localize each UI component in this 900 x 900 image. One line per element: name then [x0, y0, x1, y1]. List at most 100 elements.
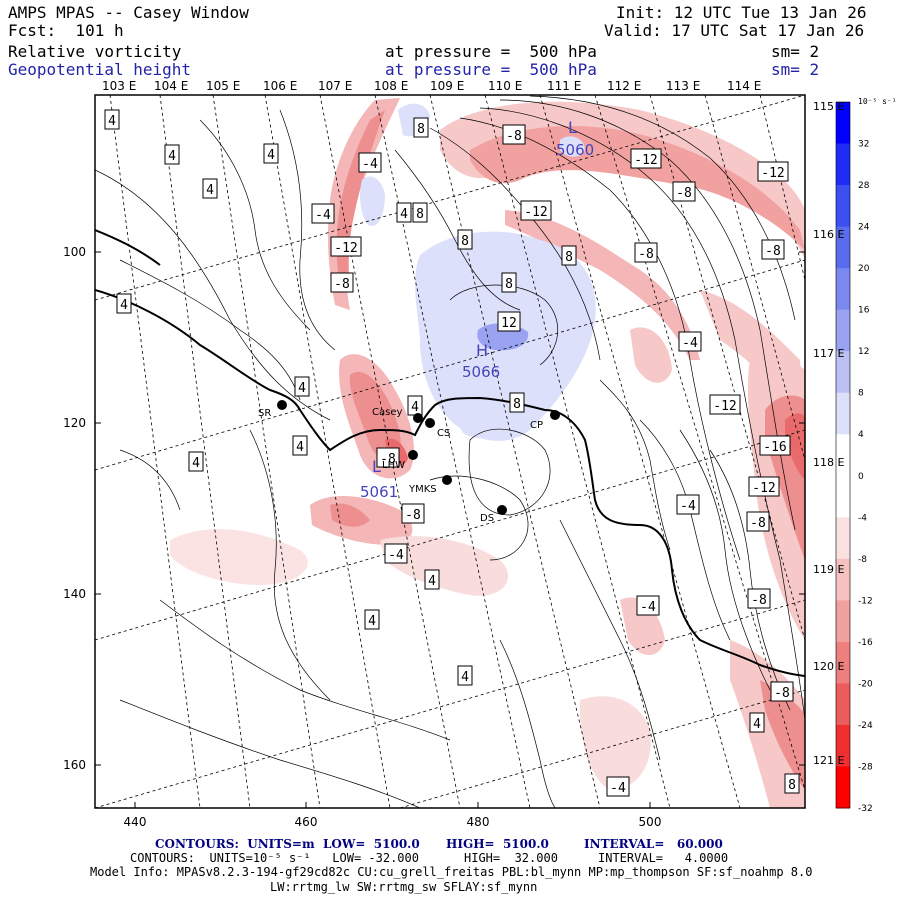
colorbar-labels: 32 28 24 20 16 12 8 4 0 -4 -8 -12 -16 -20 -24 -28 -32	[858, 140, 873, 814]
contour-label-box	[116, 293, 132, 314]
low-center-letter: L	[372, 457, 381, 476]
contour-label-box	[561, 245, 577, 266]
contour-label: 4	[267, 148, 275, 163]
high-center-value: 5066	[462, 363, 500, 381]
contour-label: 4	[168, 149, 176, 164]
contour-label: 4	[753, 717, 761, 732]
contour-label-box	[413, 117, 429, 138]
init-time: Init: 12 UTC Tue 13 Jan 26	[616, 3, 867, 22]
field2-name: Geopotential height	[8, 60, 192, 79]
contour-label: 4	[120, 298, 128, 313]
contour-label: -16	[763, 440, 786, 455]
colorbar-label: 16	[858, 306, 870, 316]
contours-vort-high: HIGH= 32.000	[464, 851, 558, 865]
contour-label-box	[104, 109, 120, 130]
station-marker	[497, 505, 507, 515]
contours-height-high: HIGH= 5100.0	[446, 837, 549, 851]
lon-label: 120 E	[813, 660, 844, 673]
station-marker	[413, 413, 423, 423]
contour-label-box	[330, 236, 362, 257]
colorbar-swatch	[836, 641, 850, 684]
contour-label: -4	[315, 208, 331, 223]
x-tick-label: 460	[295, 815, 318, 829]
lon-label: 118 E	[813, 456, 844, 469]
model-info: Model Info: MPASv8.2.3-194-gf29cd82c CU:…	[90, 865, 813, 879]
lon-label: 108 E	[374, 79, 408, 93]
contour-label: -12	[634, 153, 657, 168]
y-tick-label: 160	[63, 758, 86, 772]
colorbar-label: -28	[858, 762, 873, 772]
contour-label-box	[634, 242, 658, 263]
contour-label: 4	[206, 183, 214, 198]
contour-label-box	[770, 681, 794, 702]
contour-label: -8	[405, 508, 421, 523]
colorbar-label: -8	[858, 555, 867, 565]
contour-label: 8	[416, 207, 424, 222]
contour-label-box	[748, 476, 780, 497]
lon-label: 115 E	[813, 100, 844, 113]
contour-label-box	[757, 161, 789, 182]
contour-label-box	[384, 543, 408, 564]
station-marker	[408, 450, 418, 460]
contour-label-box	[396, 202, 412, 223]
y-tick-label: 140	[63, 587, 86, 601]
colorbar-swatch	[836, 309, 850, 352]
field2-smooth: sm= 2	[771, 60, 820, 79]
contour-label-box	[501, 272, 517, 293]
lon-label: 104 E	[154, 79, 188, 93]
contour-label-box	[202, 178, 218, 199]
vorticity-shading	[170, 98, 805, 808]
contour-label: -8	[676, 186, 692, 201]
contour-label: -12	[761, 166, 784, 181]
contour-label: -4	[362, 157, 378, 172]
colorbar-label: -12	[858, 596, 873, 606]
contour-label: -8	[750, 516, 766, 531]
contour-label-box	[759, 435, 791, 456]
contour-label-box	[520, 200, 552, 221]
y-tick-label: 100	[63, 245, 86, 259]
colorbar-swatch	[836, 558, 850, 601]
contour-label: -8	[765, 244, 781, 259]
bottom-axis-labels: 440 460 480 500	[124, 815, 662, 829]
right-axis-labels: 115 E 116 E 117 E 118 E 119 E 120 E 121 …	[813, 100, 844, 767]
contour-label: -8	[751, 593, 767, 608]
contour-label-box	[676, 494, 700, 515]
colorbar-label: -32	[858, 804, 873, 814]
colorbar-label: 8	[858, 389, 864, 399]
station-label: YMKS	[408, 484, 437, 495]
colorbar-label: 20	[858, 264, 870, 274]
stations: SR Casey CS LHW YMKS DS CP	[258, 400, 560, 524]
pressure-centers: L 5060 H 5066 L 5061	[360, 118, 594, 501]
contour-label: -8	[774, 686, 790, 701]
contour-label-box	[630, 148, 662, 169]
low-center-value: 5061	[360, 483, 398, 501]
colorbar-swatch	[836, 392, 850, 435]
colorbar-swatch	[836, 600, 850, 643]
contour-label-box	[358, 152, 382, 173]
colorbar	[835, 101, 851, 809]
contour-label-box	[376, 447, 400, 468]
contour-label-box	[709, 394, 741, 415]
contour-label: 8	[505, 277, 513, 292]
x-tick-label: 480	[467, 815, 490, 829]
field1-smooth: sm= 2	[771, 42, 820, 61]
contour-labels: 4 4 4 4 4 4 4 4 4 4 4 4 4 4 -4 -4 -4 -4 -4 -4 -4 8 8 8 8 8 8 8 12 -8 -…	[104, 109, 800, 797]
contour-label: -4	[682, 336, 698, 351]
contour-label: -12	[524, 205, 547, 220]
field1-name: Relative vorticity	[8, 42, 182, 61]
contour-label-box	[294, 376, 310, 397]
colorbar-label: 28	[858, 181, 870, 191]
lon-label: 117 E	[813, 347, 844, 360]
colorbar-swatch	[836, 268, 850, 311]
contour-label-box	[502, 124, 526, 145]
contour-label: 4	[428, 574, 436, 589]
contour-label: 4	[461, 670, 469, 685]
colorbar-label: 32	[858, 140, 869, 150]
lon-label: 121 E	[813, 754, 844, 767]
colorbar-frame	[835, 101, 851, 809]
left-axis-labels: 100 120 140 160	[63, 245, 86, 772]
contour-label-box	[678, 331, 702, 352]
lon-label: 109 E	[430, 79, 464, 93]
contour-label: 4	[400, 207, 408, 222]
station-label: CP	[530, 420, 543, 431]
